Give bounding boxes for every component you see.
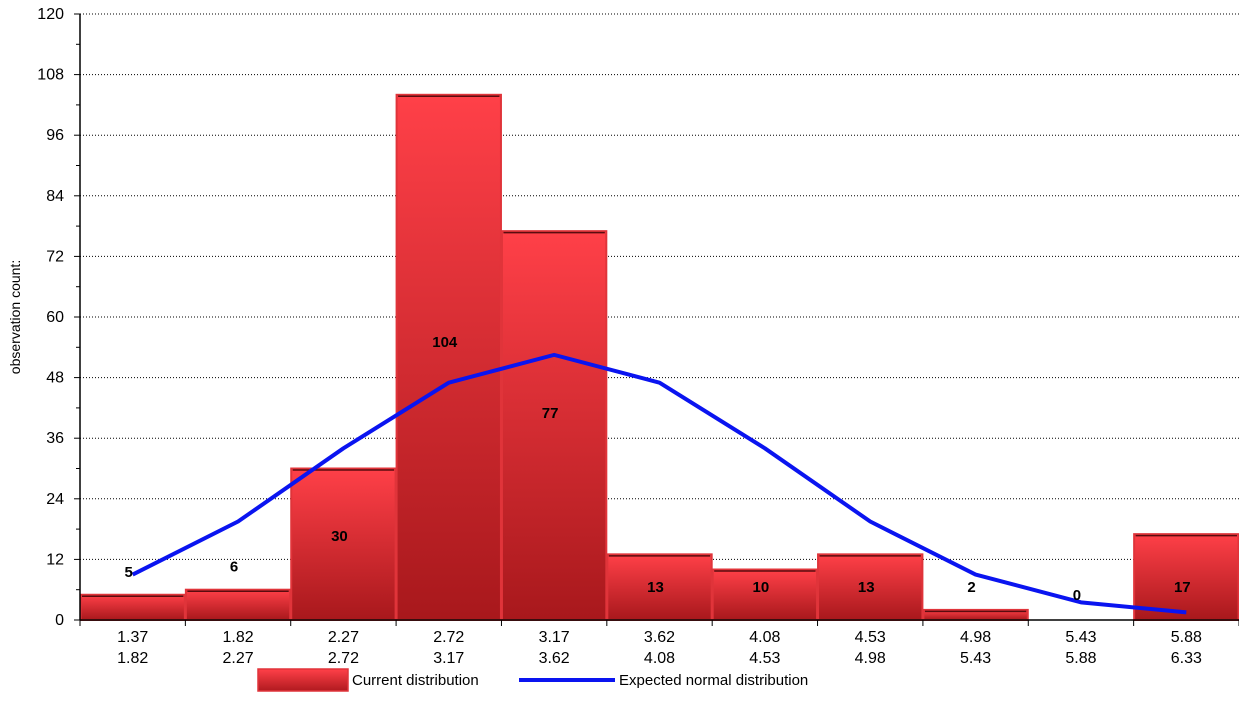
category-from-label: 2.27	[328, 629, 359, 646]
category-to-label: 4.98	[855, 650, 886, 667]
bar	[395, 93, 502, 622]
y-tick-label: 0	[55, 612, 64, 629]
bar	[711, 568, 819, 621]
data-label: 13	[647, 579, 664, 596]
category-from-label: 1.82	[222, 629, 253, 646]
expected-normal-line	[131, 352, 1187, 615]
y-tick-label: 60	[46, 309, 64, 326]
data-label: 2	[967, 579, 975, 596]
category-from-label: 5.88	[1171, 629, 1202, 646]
category-from-label: 3.17	[539, 629, 570, 646]
category-to-label: 4.08	[644, 650, 675, 667]
category-from-label: 5.43	[1065, 629, 1096, 646]
y-tick-label: 36	[46, 430, 64, 447]
bar	[79, 593, 186, 621]
category-from-label: 2.72	[433, 629, 464, 646]
bar	[500, 230, 608, 621]
category-from-label: 4.53	[855, 629, 886, 646]
data-label: 77	[542, 405, 559, 422]
normal-line	[131, 352, 1187, 615]
category-to-label: 3.17	[433, 650, 464, 667]
legend: Current distribution Expected normal dist…	[257, 668, 808, 692]
category-to-label: 1.82	[117, 650, 148, 667]
y-tick-label: 96	[46, 127, 64, 144]
bar	[184, 588, 292, 622]
category-to-label: 5.43	[960, 650, 991, 667]
category-to-label: 4.53	[749, 650, 780, 667]
y-tick-label: 72	[46, 248, 64, 265]
data-label: 17	[1174, 579, 1191, 596]
y-axis-title: observation count:	[7, 260, 23, 374]
category-to-label: 2.72	[328, 650, 359, 667]
category-from-label: 4.08	[749, 629, 780, 646]
category-to-label: 5.88	[1065, 650, 1096, 667]
legend-label-current: Current distribution	[352, 672, 479, 689]
data-label: 30	[331, 528, 348, 545]
category-to-label: 3.62	[539, 650, 570, 667]
category-from-label: 1.37	[117, 629, 148, 646]
data-label: 13	[858, 579, 875, 596]
category-from-label: 4.98	[960, 629, 991, 646]
y-tick-label: 120	[37, 6, 64, 23]
data-label: 5	[125, 564, 133, 581]
y-tick-label: 48	[46, 370, 64, 387]
bar	[606, 553, 713, 621]
bar	[817, 553, 924, 621]
data-label: 6	[230, 559, 238, 576]
legend-label-expected: Expected normal distribution	[619, 672, 808, 689]
category-from-label: 3.62	[644, 629, 675, 646]
data-labels: 5 6 30 104 77 13 10 13 2 0 17	[125, 334, 1191, 604]
grid-lines	[80, 13, 1239, 560]
y-tick-label: 12	[46, 551, 64, 568]
category-to-label: 6.33	[1171, 650, 1202, 667]
category-to-label: 2.27	[222, 650, 253, 667]
y-tick-label: 84	[46, 188, 64, 205]
axes: 012243648607284961081201.371.821.822.272…	[7, 6, 1239, 667]
data-label: 104	[432, 334, 458, 351]
bars	[79, 93, 1239, 622]
data-label: 0	[1073, 587, 1081, 604]
data-label: 10	[753, 579, 770, 596]
y-tick-label: 24	[46, 491, 64, 508]
legend-swatch-current	[257, 668, 349, 692]
y-tick-label: 108	[37, 67, 64, 84]
bar	[290, 467, 397, 621]
